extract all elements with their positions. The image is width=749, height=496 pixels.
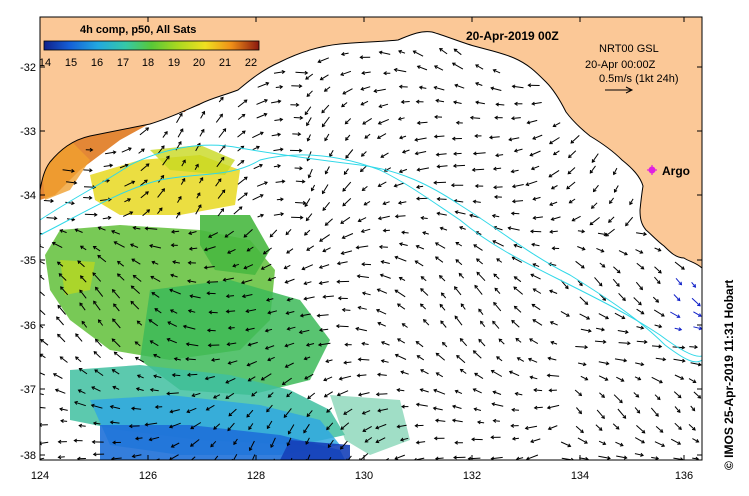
x-axis-labels: 124 126 128 130 132 134 136: [31, 470, 693, 482]
y-tick-label: -34: [20, 190, 36, 202]
legend-tick-label: 16: [91, 57, 103, 69]
sst-legend: 4h comp, p50, All Sats 14 15 16 17 18 19…: [39, 24, 260, 69]
y-tick-label: -35: [20, 255, 36, 267]
map-frame: [39, 16, 703, 461]
legend-tick-label: 21: [219, 57, 231, 69]
x-tick-label: 132: [463, 470, 481, 482]
legend-tick-label: 20: [193, 57, 205, 69]
legend-tick-label: 15: [65, 57, 77, 69]
legend-tick-label: 19: [168, 57, 180, 69]
x-tick-label: 128: [247, 470, 265, 482]
x-tick-label: 134: [571, 470, 589, 482]
info-line-2: 20-Apr 00:00Z: [585, 59, 656, 71]
y-tick-label: -38: [20, 450, 36, 462]
x-tick-label: 130: [355, 470, 373, 482]
legend-title: 4h comp, p50, All Sats: [80, 24, 196, 36]
scale-arrow-icon: [605, 86, 634, 94]
legend-tick-label: 18: [142, 57, 154, 69]
legend-colorbar: [43, 40, 260, 51]
argo-float-marker[interactable]: [647, 165, 657, 175]
info-line-3: 0.5m/s (1kt 24h): [599, 73, 678, 85]
x-tick-label: 124: [31, 470, 49, 482]
argo-label: Argo: [662, 164, 690, 178]
credit-text: © IMOS 25-Apr-2019 11:31 Hobart: [722, 279, 736, 470]
current-vector-field: [40, 48, 702, 460]
x-tick-label: 136: [675, 470, 693, 482]
map-title: 20-Apr-2019 00Z: [466, 29, 559, 43]
legend-tick-label: 14: [39, 57, 51, 69]
y-tick-label: -32: [20, 62, 36, 74]
x-tick-label: 126: [139, 470, 157, 482]
info-line-1: NRT00 GSL: [599, 43, 659, 55]
y-tick-label: -36: [20, 320, 36, 332]
contour-lines: [40, 144, 702, 363]
info-annotation: NRT00 GSL 20-Apr 00:00Z 0.5m/s (1kt 24h): [585, 43, 678, 94]
y-axis-labels: -32 -33 -34 -35 -36 -37 -38: [20, 62, 36, 462]
axis-ticks: [39, 17, 702, 460]
y-tick-label: -37: [20, 384, 36, 396]
australia-landmass: [40, 17, 702, 269]
legend-tick-label: 17: [117, 57, 129, 69]
y-tick-label: -33: [20, 126, 36, 138]
legend-tick-label: 22: [245, 57, 257, 69]
